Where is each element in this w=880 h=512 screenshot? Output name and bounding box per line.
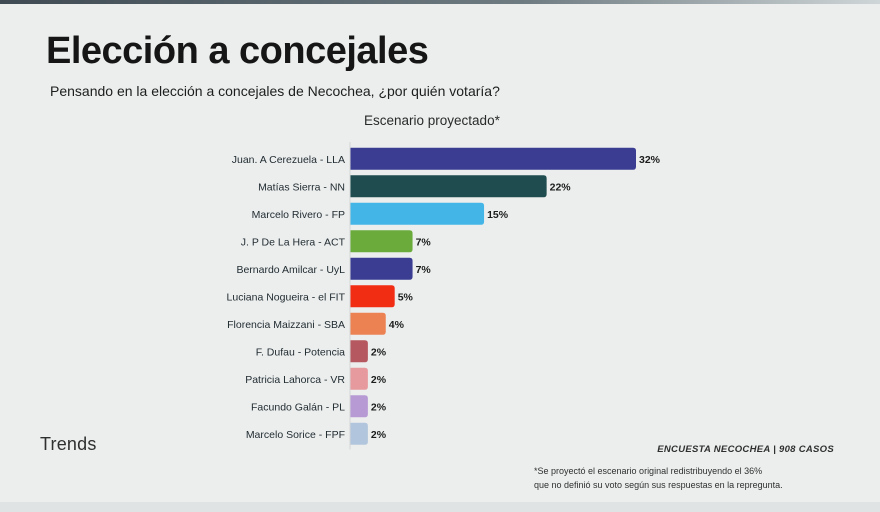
value-label: 2% [371,401,387,413]
bar [350,147,636,170]
category-label: Facundo Galán - PL [251,401,345,413]
page-title: Elección a concejales [46,30,429,72]
survey-source: ENCUESTA NECOCHEA | 908 CASOS [657,444,834,455]
category-label: Bernardo Amilcar - UyL [236,264,345,276]
category-label: F. Dufau - Potencia [256,346,345,358]
footnote-line-2: que no definió su voto según sus respues… [534,480,783,490]
category-label: Juan. A Cerezuela - LLA [232,154,345,166]
value-label: 2% [371,346,387,358]
category-label: Patricia Lahorca - VR [245,374,345,386]
bar [350,312,386,335]
value-label: 4% [389,319,405,331]
bar [350,285,395,308]
bar [350,230,413,253]
bar [350,257,413,280]
bar [350,422,368,445]
category-label: Marcelo Sorice - FPF [246,429,345,441]
category-label: J. P De La Hera - ACT [241,236,346,248]
value-label: 7% [416,236,432,248]
value-label: 2% [371,429,387,441]
bar [350,340,368,363]
page-subtitle: Pensando en la elección a concejales de … [50,83,500,99]
value-label: 7% [416,264,432,276]
brand-logo: Trends [40,434,97,454]
bottom-band [0,502,880,512]
category-label: Florencia Maizzani - SBA [227,319,345,331]
value-label: 32% [639,154,661,166]
top-accent-band [0,0,880,4]
value-label: 2% [371,374,387,386]
bar [350,395,368,418]
value-label: 22% [550,181,572,193]
category-label: Matías Sierra - NN [258,181,345,193]
footnote: *Se proyectó el escenario original redis… [534,464,834,492]
footnote-line-1: *Se proyectó el escenario original redis… [534,466,763,476]
bar [350,202,485,225]
value-label: 15% [487,209,509,221]
category-label: Luciana Nogueira - el FIT [227,291,346,303]
category-label: Marcelo Rivero - FP [252,209,345,221]
bar [350,367,368,390]
chart-scenario-label: Escenario proyectado* [364,113,500,128]
bar [350,175,547,198]
value-label: 5% [398,291,414,303]
